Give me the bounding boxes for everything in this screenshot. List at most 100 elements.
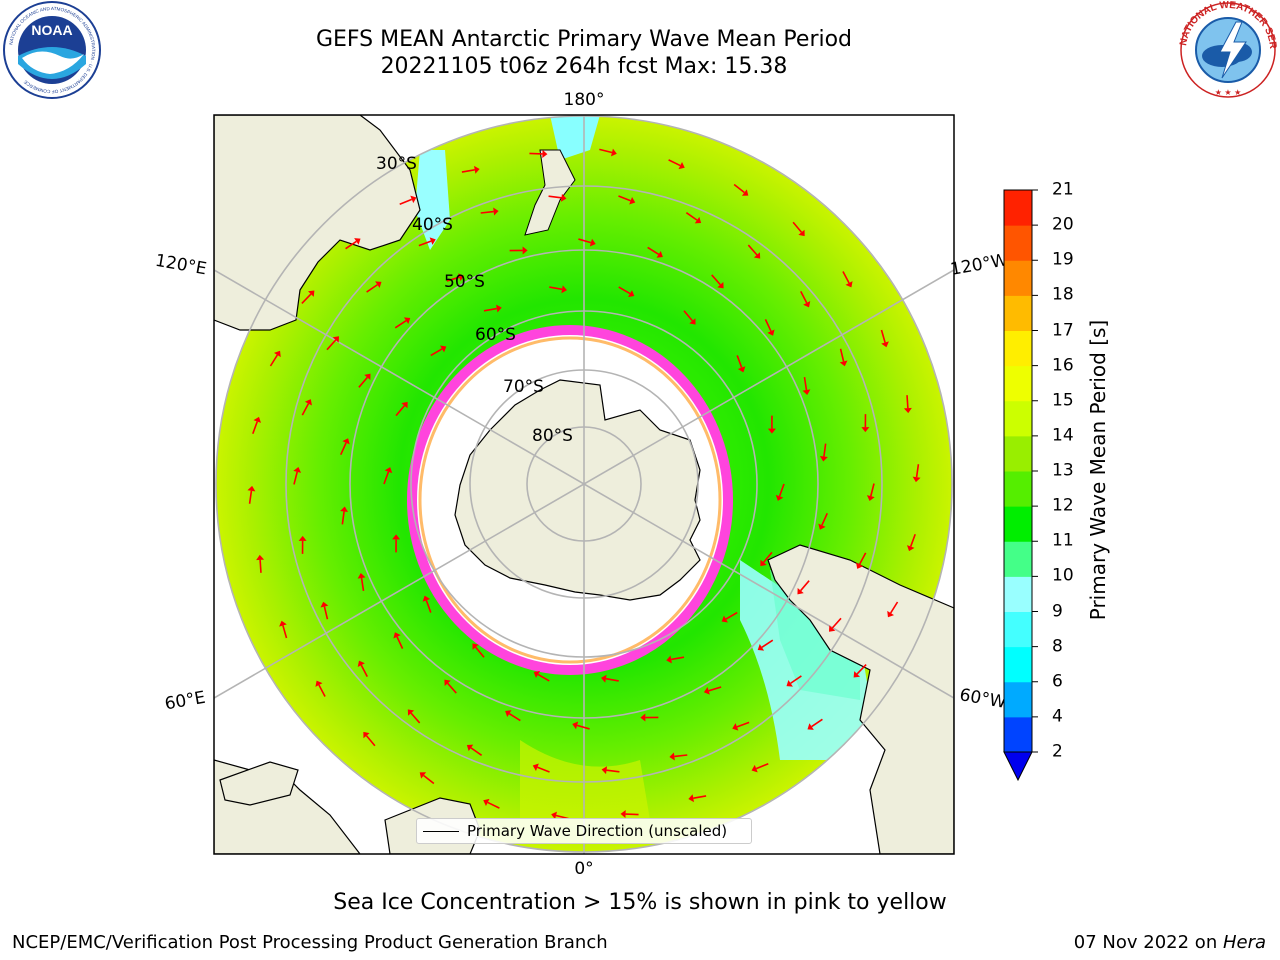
- wave-arrow-head: [666, 655, 672, 664]
- colorbar-tick-label: 10: [1052, 565, 1074, 586]
- wave-arrow-head: [340, 506, 349, 513]
- colorbar-tick-label: 13: [1052, 460, 1074, 481]
- sea-ice-caption: Sea Ice Concentration > 15% is shown in …: [333, 890, 947, 915]
- wave-arrow-shaft: [803, 377, 808, 391]
- wave-arrow-shaft: [301, 403, 310, 416]
- wave-arrow-shaft: [858, 552, 867, 565]
- colorbar-segment: [1004, 435, 1032, 472]
- wave-arrow-head: [410, 195, 417, 204]
- colorbar-segment: [1004, 716, 1032, 753]
- wave-arrow-head: [496, 304, 502, 313]
- wave-arrow-shaft: [880, 329, 886, 343]
- lat-label-50s: 50°S: [444, 272, 485, 292]
- wave-arrow-head: [601, 674, 607, 683]
- wave-arrow-head: [912, 476, 921, 483]
- wave-arrow-shaft: [647, 246, 660, 256]
- wave-arrow-head: [472, 643, 479, 650]
- colorbar-title: Primary Wave Mean Period [s]: [1086, 319, 1110, 621]
- colorbar-under-triangle: [1003, 751, 1033, 782]
- wave-arrow-head: [767, 329, 775, 336]
- lon-label-120w: 120°W: [949, 250, 1010, 280]
- colorbar-tick-label: 17: [1052, 320, 1074, 340]
- wave-arrow-head: [320, 601, 329, 608]
- wave-arrow-head: [444, 679, 451, 686]
- wave-arrow-shaft: [708, 686, 722, 692]
- wave-arrow-shaft: [383, 471, 390, 485]
- wave-arrow-shaft: [483, 307, 497, 312]
- wave-arrow-shaft: [326, 339, 337, 351]
- wave-arrow-head: [853, 671, 860, 678]
- wave-arrow-shaft: [480, 210, 494, 214]
- lat-label-40s: 40°S: [412, 215, 453, 235]
- wave-arrow-head: [308, 290, 315, 297]
- lon-label-120e: 120°E: [154, 251, 208, 280]
- lat-label-80s: 80°S: [532, 426, 573, 446]
- map-frame: [213, 114, 955, 855]
- lon-label-180: 180°: [564, 90, 605, 110]
- wave-arrow-shaft: [396, 636, 404, 649]
- wave-arrow-head: [560, 193, 567, 202]
- wave-arrow-shaft: [736, 721, 750, 728]
- wave-arrow-shaft: [578, 238, 592, 244]
- wave-arrow-shaft: [394, 320, 407, 329]
- wave-arrow-shaft: [761, 639, 774, 648]
- colorbar-segment: [1004, 576, 1032, 612]
- noaa-logo: NOAA NATIONAL OCEANIC AND ATMOSPHERIC AD…: [3, 1, 101, 99]
- colorbar-tick-label: 16: [1052, 355, 1074, 376]
- wave-arrow-head: [798, 229, 805, 237]
- wave-arrow-head: [429, 237, 436, 245]
- wave-arrow-shaft: [399, 198, 413, 205]
- wave-arrow-head: [522, 246, 528, 255]
- legend: Primary Wave Direction (unscaled): [416, 818, 752, 844]
- legend-label: Primary Wave Direction (unscaled): [467, 822, 728, 840]
- colorbar-segment: [1004, 471, 1032, 507]
- colorbar-tick-label: 21: [1052, 179, 1074, 200]
- title-line-1: GEFS MEAN Antarctic Primary Wave Mean Pe…: [315, 27, 853, 52]
- wave-arrow-head: [717, 282, 724, 289]
- footer-date: 07 Nov 2022 on Hera: [1074, 932, 1266, 953]
- lon-label-0: 0°: [574, 859, 593, 879]
- wave-arrow-shaft: [487, 801, 500, 809]
- wave-arrow-shaft: [423, 774, 435, 785]
- colorbar-segment: [1004, 611, 1032, 648]
- wave-arrow-head: [760, 559, 767, 567]
- wave-arrow-shaft: [360, 577, 365, 591]
- wave-arrow-shaft: [747, 244, 758, 256]
- wave-arrow-shaft: [605, 677, 619, 682]
- wave-arrow-head: [757, 643, 765, 651]
- wave-arrow-head: [256, 554, 265, 561]
- wave-arrow-head: [572, 721, 579, 730]
- wave-arrow-shaft: [293, 471, 298, 485]
- wave-arrow-head: [551, 811, 558, 820]
- wave-arrow-head: [364, 373, 371, 381]
- wave-arrow-shaft: [889, 601, 899, 614]
- wave-arrow-head: [419, 772, 427, 779]
- wave-arrow-shaft: [447, 682, 457, 694]
- wave-arrow-head: [737, 366, 746, 373]
- wave-arrow-shaft: [755, 763, 769, 770]
- wave-arrow-shaft: [725, 611, 738, 620]
- wave-arrow-head: [803, 301, 811, 308]
- wave-arrow-shaft: [842, 271, 850, 284]
- wave-arrow-shaft: [831, 617, 842, 629]
- wave-arrow-head: [384, 467, 393, 474]
- wave-arrow-shaft: [430, 348, 443, 357]
- wave-arrow-shaft: [537, 766, 550, 773]
- wave-arrow-head: [298, 535, 307, 541]
- wave-arrow-shaft: [856, 664, 867, 675]
- wave-arrow-head: [610, 148, 617, 157]
- wave-arrow-head: [906, 545, 915, 552]
- wave-arrow-head: [887, 610, 895, 618]
- wave-arrow-head: [357, 660, 365, 667]
- wave-arrow-head: [401, 401, 408, 409]
- wave-arrow-shaft: [318, 684, 326, 697]
- wave-arrow-shaft: [906, 395, 909, 409]
- wave-arrow-shaft: [475, 646, 485, 658]
- wave-arrow-head: [689, 318, 696, 325]
- wave-arrow-head: [466, 744, 474, 752]
- wave-arrow-head: [767, 428, 776, 434]
- wave-arrow-head: [342, 438, 350, 445]
- footer-credit: NCEP/EMC/Verification Post Processing Pr…: [12, 932, 608, 953]
- wave-arrow-head: [458, 273, 465, 282]
- wave-arrow-head: [493, 207, 499, 216]
